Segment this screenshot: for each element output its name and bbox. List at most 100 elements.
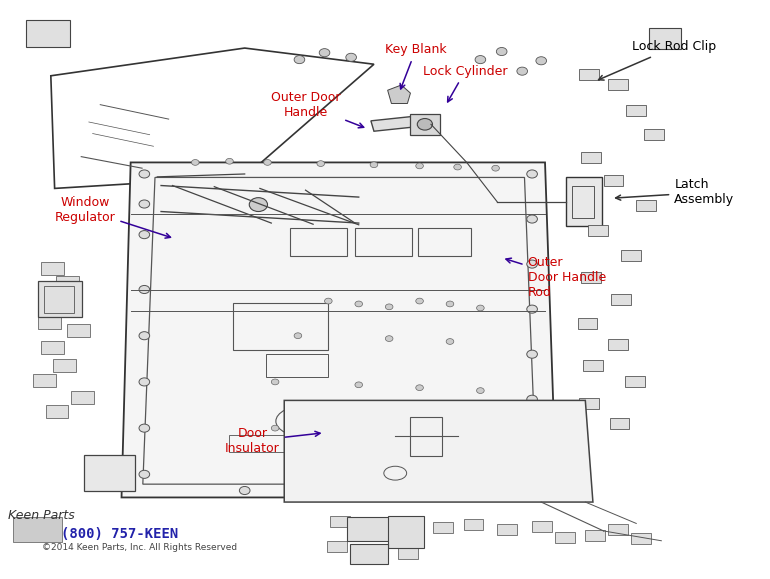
Bar xyxy=(398,548,418,559)
Bar xyxy=(624,376,644,387)
Circle shape xyxy=(477,305,484,311)
Polygon shape xyxy=(284,401,593,502)
Circle shape xyxy=(417,119,433,130)
Bar xyxy=(72,391,94,404)
Bar xyxy=(621,250,641,261)
Text: Outer
Door Handle
Rod: Outer Door Handle Rod xyxy=(506,256,606,299)
Bar xyxy=(33,374,56,387)
Bar xyxy=(38,281,82,317)
Circle shape xyxy=(492,166,500,171)
Circle shape xyxy=(527,260,537,268)
Bar xyxy=(355,228,412,256)
Circle shape xyxy=(370,162,378,168)
Text: Keen Parts: Keen Parts xyxy=(8,510,75,522)
Polygon shape xyxy=(371,115,429,131)
Circle shape xyxy=(475,56,486,64)
Text: Latch
Assembly: Latch Assembly xyxy=(616,178,735,207)
Circle shape xyxy=(517,67,527,75)
Bar xyxy=(649,28,681,49)
Circle shape xyxy=(139,170,149,178)
Circle shape xyxy=(385,336,393,342)
Polygon shape xyxy=(387,85,410,104)
Bar xyxy=(373,524,392,535)
Circle shape xyxy=(446,339,454,345)
Circle shape xyxy=(139,424,149,432)
Circle shape xyxy=(497,47,507,56)
Bar xyxy=(588,225,608,236)
Bar xyxy=(644,129,664,140)
Bar xyxy=(579,69,599,80)
Circle shape xyxy=(271,379,279,385)
Circle shape xyxy=(431,428,439,434)
Bar xyxy=(608,79,628,90)
Circle shape xyxy=(324,298,332,304)
Text: Window
Regulator: Window Regulator xyxy=(55,196,170,238)
Circle shape xyxy=(203,172,213,179)
Bar xyxy=(626,105,646,116)
Circle shape xyxy=(226,159,233,164)
Bar xyxy=(579,398,599,409)
Bar xyxy=(608,524,628,535)
Circle shape xyxy=(385,304,393,310)
Circle shape xyxy=(323,486,333,494)
Circle shape xyxy=(294,56,305,64)
Bar xyxy=(464,519,484,530)
Circle shape xyxy=(416,385,424,391)
Circle shape xyxy=(271,425,279,431)
Bar xyxy=(45,405,69,417)
Circle shape xyxy=(139,200,149,208)
Bar xyxy=(53,359,76,372)
Bar xyxy=(266,354,328,378)
Circle shape xyxy=(527,480,537,488)
Bar xyxy=(38,316,61,329)
Polygon shape xyxy=(122,163,557,497)
Circle shape xyxy=(446,301,454,307)
Bar xyxy=(418,228,471,256)
Circle shape xyxy=(355,382,363,388)
Bar xyxy=(555,532,574,543)
Circle shape xyxy=(416,163,424,169)
Bar xyxy=(67,324,89,337)
Text: (800) 757-KEEN: (800) 757-KEEN xyxy=(61,527,178,541)
Bar xyxy=(326,541,347,552)
Circle shape xyxy=(407,486,417,494)
Circle shape xyxy=(139,230,149,239)
Bar xyxy=(604,175,624,186)
Circle shape xyxy=(527,350,537,358)
Bar xyxy=(608,339,628,350)
Bar xyxy=(578,318,598,329)
Bar xyxy=(636,200,656,211)
Bar xyxy=(583,360,603,371)
Circle shape xyxy=(355,301,363,307)
Bar xyxy=(56,276,79,288)
Bar xyxy=(25,20,70,47)
Bar xyxy=(83,455,136,490)
Text: Door
Insulator: Door Insulator xyxy=(225,427,320,455)
Circle shape xyxy=(527,215,537,223)
Circle shape xyxy=(186,172,195,179)
Bar xyxy=(41,342,64,354)
Bar xyxy=(410,416,443,456)
Bar xyxy=(44,286,75,313)
Bar xyxy=(631,533,651,544)
Bar xyxy=(357,545,377,556)
Circle shape xyxy=(249,197,267,211)
Bar xyxy=(350,544,387,564)
Circle shape xyxy=(320,49,330,57)
Bar xyxy=(581,152,601,163)
Circle shape xyxy=(139,378,149,386)
Circle shape xyxy=(475,486,486,494)
Bar xyxy=(571,185,594,218)
Circle shape xyxy=(263,160,271,166)
Circle shape xyxy=(294,333,302,339)
Text: Key Blank: Key Blank xyxy=(385,43,447,89)
Text: ©2014 Keen Parts, Inc. All Rights Reserved: ©2014 Keen Parts, Inc. All Rights Reserv… xyxy=(42,543,237,552)
Circle shape xyxy=(139,332,149,340)
Bar xyxy=(13,516,62,543)
Circle shape xyxy=(317,161,324,167)
Circle shape xyxy=(527,395,537,404)
Bar xyxy=(581,272,601,283)
Bar xyxy=(229,435,340,452)
Bar xyxy=(387,516,424,548)
Circle shape xyxy=(527,440,537,448)
